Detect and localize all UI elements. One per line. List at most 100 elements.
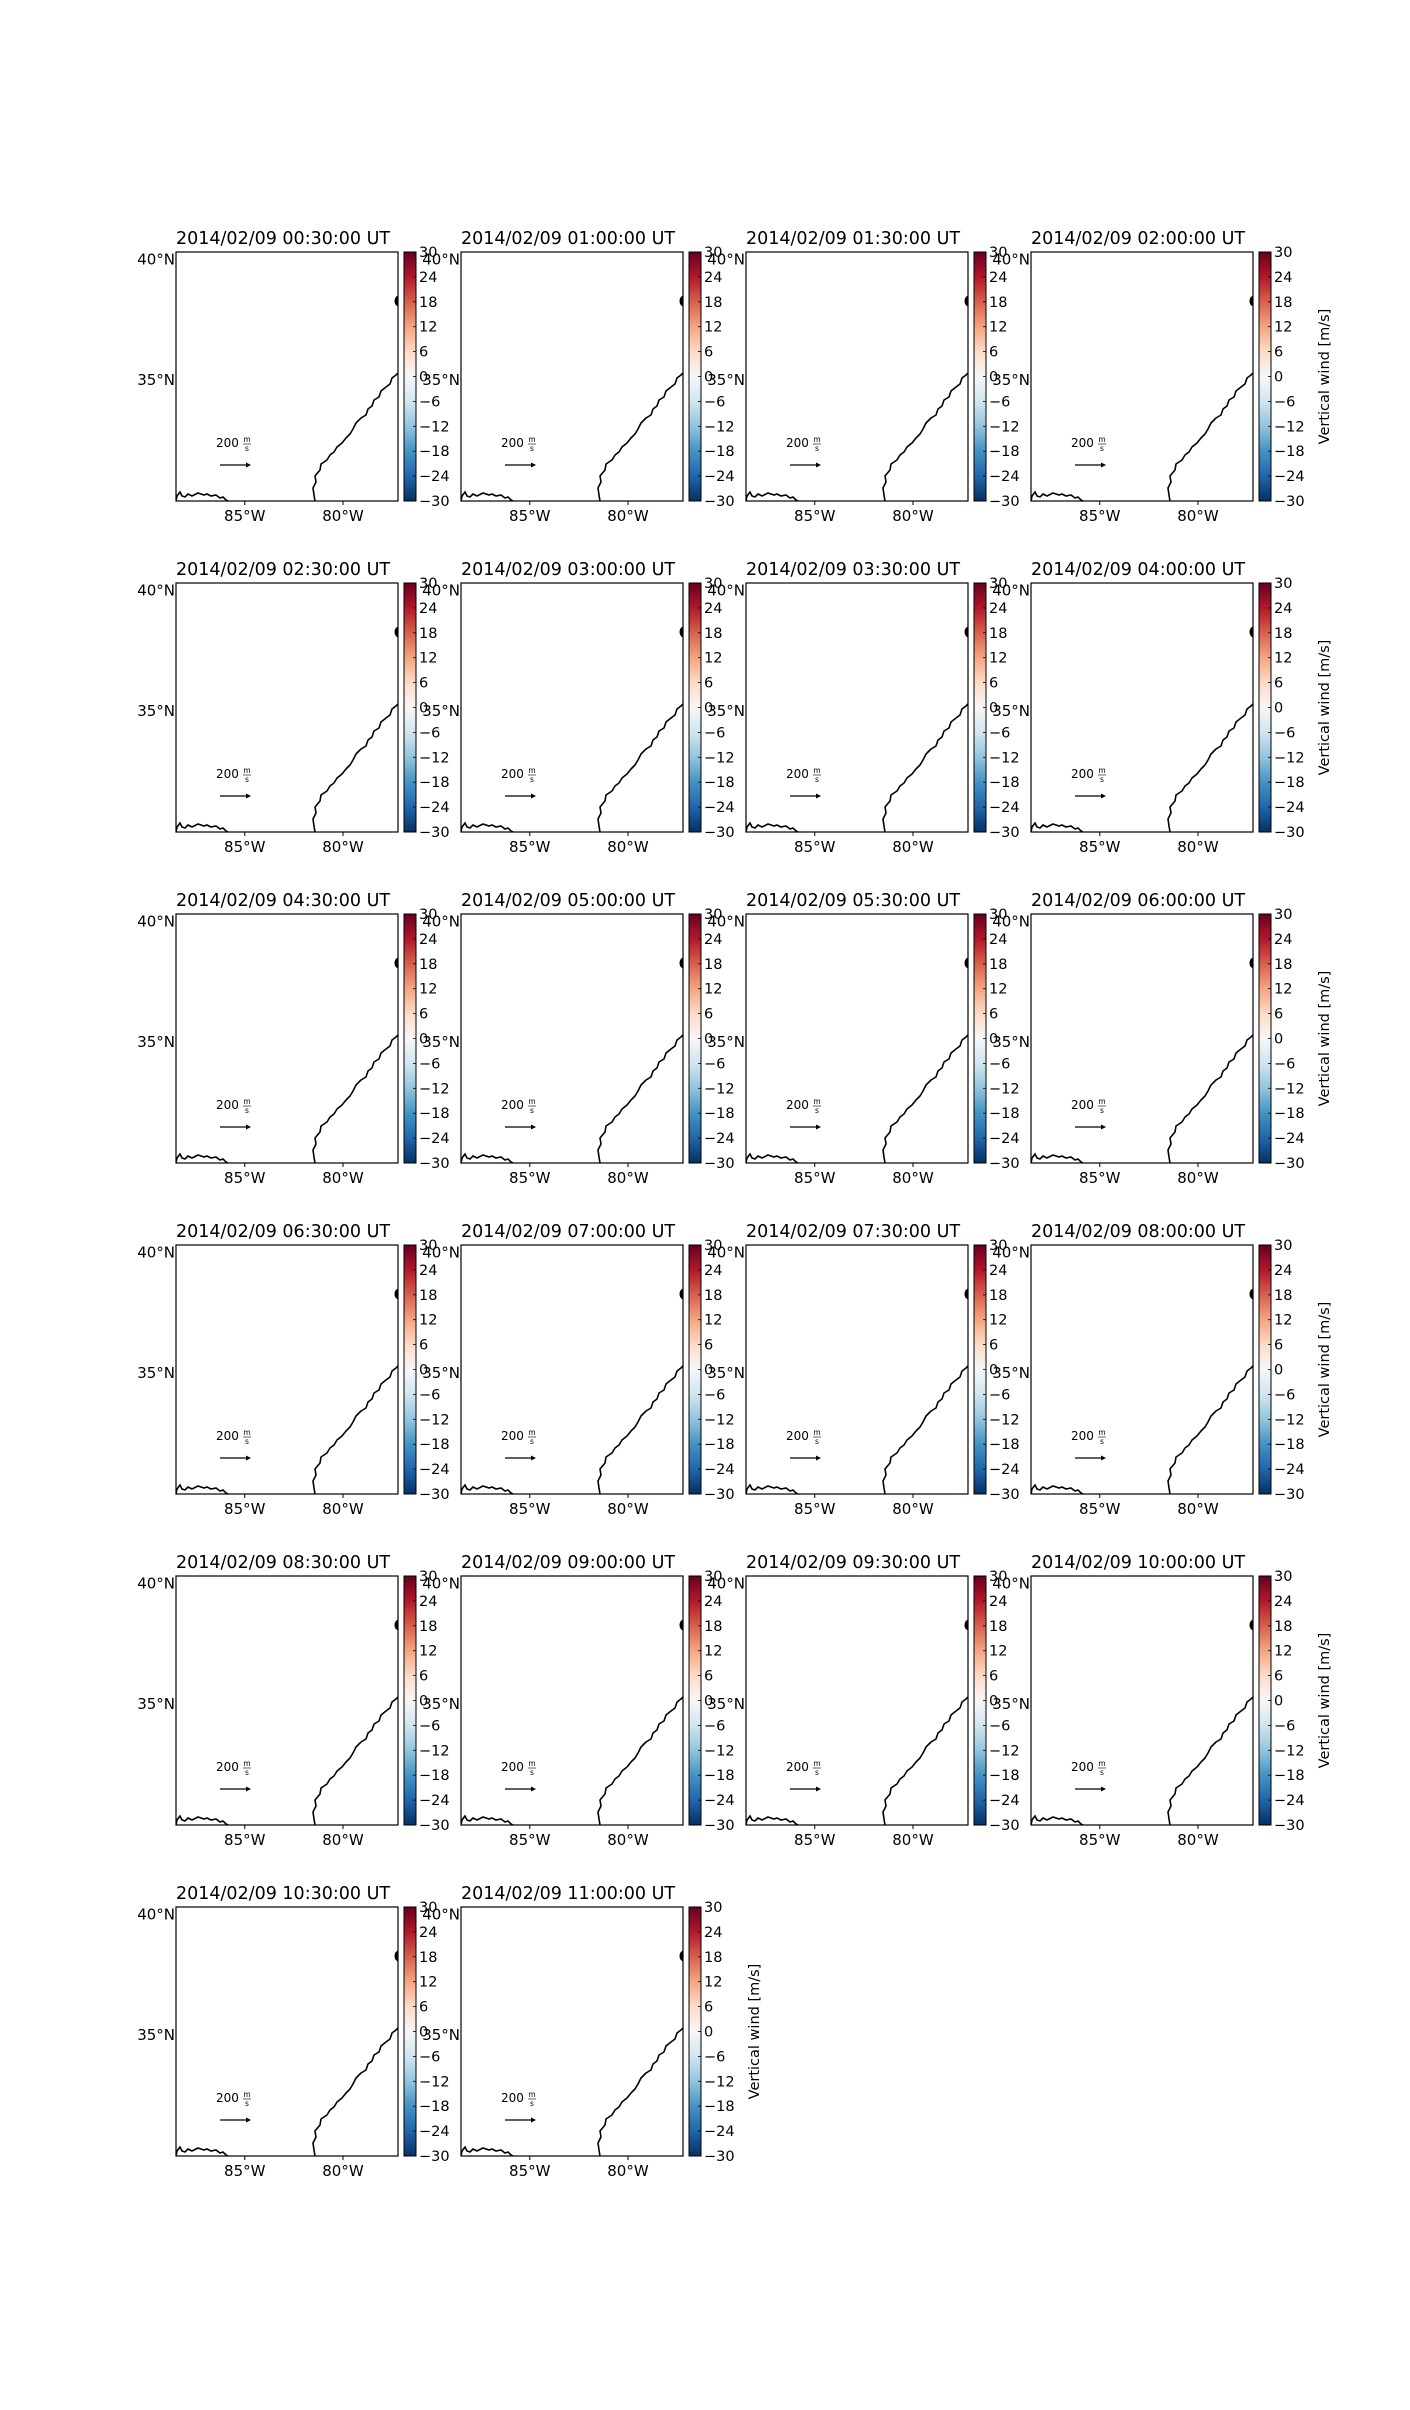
reference-vector-unit-numerator: m — [528, 766, 535, 775]
reference-vector-arrowhead — [1101, 462, 1106, 468]
colorbar-tick-label: 24 — [989, 1263, 1007, 1279]
island-outline — [1249, 1619, 1253, 1631]
reference-vector-unit-denominator: s — [530, 1106, 534, 1115]
colorbar-tick-label: 24 — [989, 932, 1007, 948]
reference-vector-unit-denominator: s — [530, 775, 534, 784]
colorbar: 30 24 18 12 6 0 −6 −12 −18 −24 −30 — [973, 1569, 1020, 1834]
lat-tick-label: 35°N — [422, 371, 460, 389]
reference-vector-unit-numerator: m — [1098, 1428, 1105, 1437]
colorbar: 30 24 18 12 6 0 −6 −12 −18 −24 −30 Vertical wind [m… — [1258, 1569, 1333, 1834]
colorbar-tick-label: −30 — [704, 825, 735, 841]
colorbar-tick-label: −30 — [1274, 494, 1305, 510]
lon-tick-label: 80°W — [607, 2162, 649, 2180]
coastline — [312, 372, 398, 501]
lon-tick-label: 85°W — [224, 507, 266, 525]
colorbar-tick-label: 6 — [419, 1007, 428, 1023]
colorbar-tick-label: 18 — [1274, 957, 1292, 973]
lon-tick-label: 85°W — [1079, 507, 1121, 525]
reference-vector-arrowhead — [816, 1124, 821, 1130]
lon-tick-label: 80°W — [322, 1500, 364, 1518]
colorbar: 30 24 18 12 6 0 −6 −12 −18 −24 −30 — [688, 245, 735, 510]
colorbar-tick-label: −24 — [1274, 1793, 1305, 1809]
island-outline — [394, 1950, 398, 1962]
colorbar-tick-label: −18 — [704, 775, 735, 791]
lon-tick-label: 80°W — [892, 838, 934, 856]
reference-vector-unit-denominator: s — [1100, 444, 1104, 453]
gulf-coastline — [746, 821, 799, 832]
map-frame — [745, 1244, 969, 1495]
reference-vector-unit-denominator: s — [815, 1437, 819, 1446]
colorbar-tick-label: 30 — [989, 576, 1007, 592]
colorbar-tick-label: 12 — [419, 1644, 437, 1660]
colorbar-tick-label: 30 — [419, 576, 437, 592]
colorbar-tick-label: −24 — [419, 2124, 450, 2140]
panel-title: 2014/02/09 06:30:00 UT — [176, 1222, 390, 1242]
reference-vector-unit-denominator: s — [1100, 775, 1104, 784]
reference-vector-unit-denominator: s — [245, 1768, 249, 1777]
colorbar-tick-label: 18 — [419, 295, 437, 311]
reference-vector-value: 200 — [1071, 1429, 1094, 1443]
colorbar-tick-label: −18 — [704, 1106, 735, 1122]
reference-vector-arrowhead — [531, 793, 536, 799]
lon-tick-label: 85°W — [509, 2162, 551, 2180]
colorbar-tick-label: 6 — [704, 1007, 713, 1023]
lat-tick-label: 40°N — [422, 1243, 460, 1261]
reference-vector-arrowhead — [816, 462, 821, 468]
colorbar: 30 24 18 12 6 0 −6 −12 −18 −24 −30 — [973, 576, 1020, 841]
colorbar-tick-label: 0 — [1274, 1032, 1283, 1048]
reference-vector: 200 ms — [216, 435, 251, 468]
colorbar-tick-label: 18 — [419, 626, 437, 642]
colorbar-tick-label: 30 — [989, 907, 1007, 923]
reference-vector-value: 200 — [1071, 436, 1094, 450]
colorbar: 30 24 18 12 6 0 −6 −12 −18 −24 −30 — [403, 576, 450, 841]
island-outline — [394, 1288, 398, 1300]
gulf-coastline — [1031, 1152, 1084, 1163]
reference-vector-unit-numerator: m — [813, 435, 820, 444]
colorbar-tick-label: −30 — [989, 825, 1020, 841]
colorbar-tick-label: −30 — [1274, 825, 1305, 841]
island-outline — [394, 295, 398, 307]
lat-tick-label: 40°N — [422, 581, 460, 599]
colorbar: 30 24 18 12 6 0 −6 −12 −18 −24 −30 — [403, 1569, 450, 1834]
colorbar-tick-label: −18 — [1274, 444, 1305, 460]
colorbar-tick-label: 18 — [419, 1950, 437, 1966]
colorbar-tick-label: −12 — [1274, 750, 1305, 766]
reference-vector-arrowhead — [1101, 1455, 1106, 1461]
map-content — [461, 295, 683, 501]
colorbar-tick-label: 18 — [1274, 1288, 1292, 1304]
colorbar-tick-label: 6 — [989, 1338, 998, 1354]
colorbar-tick-label: 0 — [704, 1032, 713, 1048]
colorbar-tick-label: 24 — [419, 1925, 437, 1941]
reference-vector: 200 ms — [216, 766, 251, 799]
lon-tick-label: 85°W — [509, 838, 551, 856]
colorbar-tick-label: −24 — [704, 800, 735, 816]
lon-tick-label: 80°W — [1177, 1500, 1219, 1518]
colorbar-label: Vertical wind [m/s] — [1317, 309, 1333, 445]
colorbar-tick-label: −30 — [1274, 1487, 1305, 1503]
colorbar-tick-label: 30 — [989, 1238, 1007, 1254]
colorbar-tick-label: 6 — [704, 1338, 713, 1354]
reference-vector-unit-numerator: m — [243, 435, 250, 444]
lat-tick-label: 35°N — [992, 1033, 1030, 1051]
reference-vector-unit-numerator: m — [528, 1097, 535, 1106]
lat-tick-label: 40°N — [422, 1905, 460, 1923]
colorbar-tick-label: −12 — [704, 2074, 735, 2090]
colorbar-tick-label: −6 — [989, 725, 1010, 741]
colorbar: 30 24 18 12 6 0 −6 −12 −18 −24 −30 — [688, 576, 735, 841]
reference-vector-value: 200 — [786, 767, 809, 781]
panel-title: 2014/02/09 08:30:00 UT — [176, 1553, 390, 1573]
colorbar-tick-label: −30 — [419, 2149, 450, 2165]
coastline — [1167, 372, 1253, 501]
colorbar: 30 24 18 12 6 0 −6 −12 −18 −24 −30 — [403, 1900, 450, 2165]
map-content — [176, 1288, 398, 1494]
colorbar-tick-label: 30 — [1274, 245, 1292, 261]
panel-title: 2014/02/09 05:00:00 UT — [461, 891, 675, 911]
map-frame — [1030, 1575, 1254, 1826]
map-panel: 2014/02/09 04:30:00 UT 200 ms 85°W 80°W 40°N 3… — [137, 891, 449, 1187]
reference-vector: 200 ms — [501, 2090, 536, 2123]
colorbar: 30 24 18 12 6 0 −6 −12 −18 −24 −30 — [403, 1238, 450, 1503]
